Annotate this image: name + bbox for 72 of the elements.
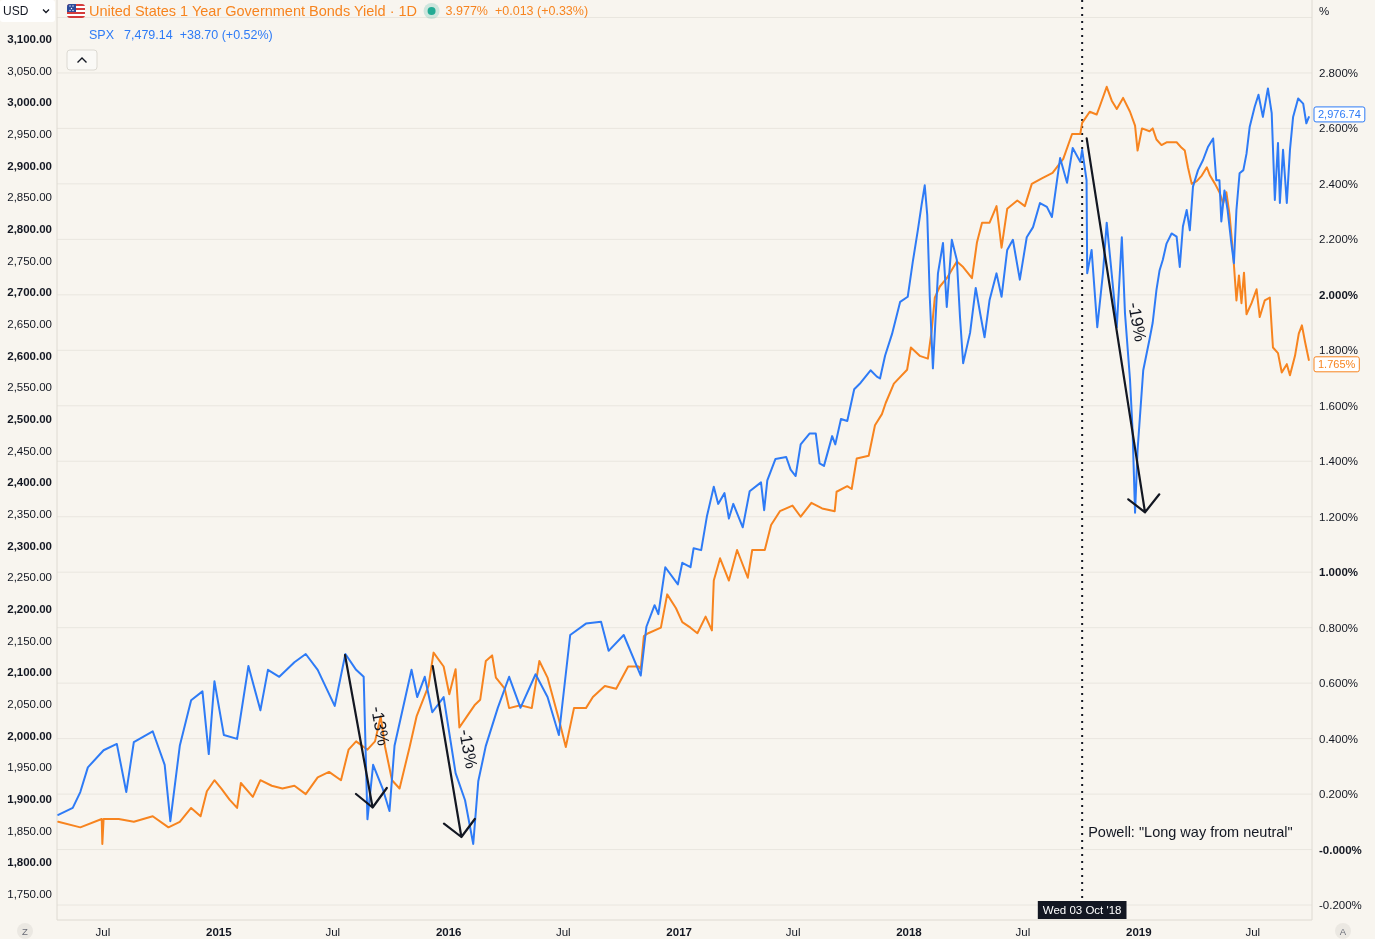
y-tick-label: 1,950.00: [7, 761, 52, 774]
ref-line-label: Powell: "Long way from neutral": [1088, 824, 1293, 840]
y-tick-label: 1,900.00: [7, 793, 52, 806]
y-tick-label: 2,150.00: [7, 634, 52, 647]
y-tick-label: 3,000.00: [7, 96, 52, 109]
y-tick-label: 2,550.00: [7, 381, 52, 394]
y-tick-label: 2,800.00: [7, 223, 52, 236]
y-tick-label: 1,800.00: [7, 856, 52, 869]
y-tick-label: 2,000.00: [7, 729, 52, 742]
x-tick-label: 2015: [206, 926, 233, 938]
x-tick-label: 2018: [896, 926, 923, 938]
x-tick-label: Jul: [1015, 926, 1031, 938]
annotation: 3.977%: [445, 4, 488, 18]
y-tick-label: 2,500.00: [7, 413, 52, 426]
y-axis-title: USD: [3, 4, 29, 18]
text: SPX: [89, 28, 115, 42]
y2-tick-label: 0.600%: [1319, 677, 1359, 690]
y2-tick-label: 2.200%: [1319, 233, 1359, 246]
x-tick-label: Jul: [95, 926, 111, 938]
y-tick-label: 2,700.00: [7, 286, 52, 299]
x-tick-label: 2016: [435, 926, 462, 938]
annotation: -13%: [455, 727, 481, 771]
data-label: 1.765%: [1318, 358, 1356, 371]
y-tick-label: 2,950.00: [7, 128, 52, 141]
y2-tick-label: -0.000%: [1319, 843, 1362, 856]
x-tick-label: Jul: [555, 926, 571, 938]
x-tick-label: Jul: [1245, 926, 1261, 938]
y-tick-label: 3,100.00: [7, 33, 52, 46]
y-tick-label: 2,350.00: [7, 508, 52, 521]
x-tick-label: Jul: [325, 926, 341, 938]
y2-tick-label: 1.000%: [1319, 566, 1359, 579]
text: Z: [22, 925, 29, 937]
y2-tick-label: 2.600%: [1319, 122, 1359, 135]
x-tick-label: 2019: [1126, 926, 1152, 938]
text: A: [1339, 925, 1347, 937]
y-tick-label: 1,850.00: [7, 824, 52, 837]
y-tick-label: 2,750.00: [7, 254, 52, 267]
y2-tick-label: -0.200%: [1319, 899, 1362, 912]
data-label: 2,976.74: [1318, 108, 1361, 121]
x-tick-label: 2017: [666, 926, 692, 938]
y2-tick-label: 0.800%: [1319, 621, 1359, 634]
annotation: -19%: [1124, 300, 1150, 344]
y-tick-label: 2,300.00: [7, 539, 52, 552]
y-tick-label: 2,250.00: [7, 571, 52, 584]
annotation: +38.70 (+0.52%): [179, 28, 273, 42]
y2-axis-title: %: [1319, 5, 1330, 17]
y2-tick-label: 1.600%: [1319, 399, 1359, 412]
y2-tick-label: 0.400%: [1319, 732, 1359, 745]
y-tick-label: 2,050.00: [7, 698, 52, 711]
y-tick-label: 2,400.00: [7, 476, 52, 489]
annotation: Wed 03 Oct '18: [1042, 904, 1122, 916]
y2-tick-label: 2.400%: [1319, 177, 1359, 190]
y-tick-label: 1,750.00: [7, 888, 52, 901]
y-tick-label: 2,650.00: [7, 318, 52, 331]
annotation: -13%: [367, 704, 393, 748]
y-tick-label: 2,450.00: [7, 444, 52, 457]
y-tick-label: 2,900.00: [7, 159, 52, 172]
y2-tick-label: 1.200%: [1319, 510, 1359, 523]
y2-tick-label: 2.000%: [1319, 288, 1359, 301]
y-tick-label: 2,100.00: [7, 666, 52, 679]
x-tick-label: Jul: [785, 926, 801, 938]
annotation: +0.013 (+0.33%): [494, 4, 589, 18]
y-tick-label: 2,200.00: [7, 603, 52, 616]
y-tick-label: 3,050.00: [7, 64, 52, 77]
annotation: 7,479.14: [124, 28, 173, 42]
y2-tick-label: 0.200%: [1319, 788, 1359, 801]
y-tick-label: 2,600.00: [7, 349, 52, 362]
y2-tick-label: 1.800%: [1319, 344, 1359, 357]
y-tick-label: 2,850.00: [7, 191, 52, 204]
text: United States 1 Year Government Bonds Yield · 1D: [89, 3, 418, 19]
y2-tick-label: 2.800%: [1319, 66, 1359, 79]
y2-tick-label: 1.400%: [1319, 455, 1359, 468]
